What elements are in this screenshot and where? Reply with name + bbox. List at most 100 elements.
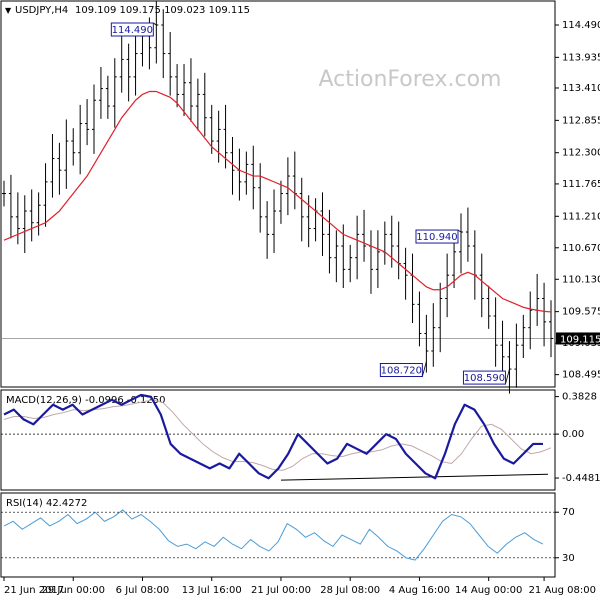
price-tick-label: 111.210: [562, 211, 600, 222]
price-tick-label: 113.935: [562, 52, 600, 63]
price-bar: [50, 134, 55, 198]
price-bar: [465, 207, 470, 262]
price-bar: [479, 253, 484, 318]
price-bar: [98, 66, 103, 119]
price-bar: [195, 78, 200, 131]
macd-tick-label: 0.3828: [562, 392, 597, 403]
price-bar: [133, 31, 138, 96]
macd-line: [3, 393, 543, 480]
current-price-label: 109.115: [560, 334, 600, 345]
price-bar: [431, 303, 436, 367]
rsi-line: [3, 509, 544, 561]
price-tick-label: 114.490: [562, 20, 600, 31]
price-bar: [299, 177, 304, 242]
price-annotation: 110.940: [415, 229, 462, 244]
price-bar: [258, 163, 263, 233]
price-bar: [265, 201, 270, 259]
x-tick-label: 28 Jul 08:00: [320, 585, 380, 596]
price-tick-label: 108.495: [562, 370, 600, 381]
price-bar: [514, 323, 519, 388]
price-bar: [71, 128, 76, 166]
price-bar: [285, 157, 290, 216]
price-bar: [8, 174, 13, 239]
price-bar: [341, 224, 346, 289]
price-panel: 114.490 110.940 108.720 108.590: [1, 0, 555, 394]
price-bar: [209, 104, 214, 154]
price-bar: [105, 75, 110, 119]
price-tick-label: 109.575: [562, 307, 600, 318]
macd-trendline: [280, 473, 549, 481]
rsi-panel: RSI(14) 42.4272 70 30: [1, 498, 575, 564]
price-bar: [272, 189, 277, 254]
price-bar: [306, 195, 311, 248]
price-bar: [57, 142, 62, 195]
price-bar: [403, 247, 408, 300]
price-bar: [445, 253, 450, 318]
price-annotation: 108.720: [379, 361, 427, 378]
price-bar: [188, 58, 193, 122]
macd-tick-label: 0.00: [562, 429, 584, 440]
price-bar: [320, 192, 325, 256]
current-price-box: [556, 332, 600, 345]
price-bar: [78, 104, 83, 175]
price-bar: [119, 34, 124, 93]
price-tick-label: 113.410: [562, 83, 600, 94]
x-tick-label: 13 Jul 16:00: [182, 585, 242, 596]
price-bar: [154, 0, 159, 64]
x-tick-label: 21 Jul 00:00: [251, 585, 311, 596]
price-bar: [92, 84, 97, 154]
header-ohlc: 109.109 109.175 109.023 109.115: [75, 5, 250, 16]
svg-text:110.940: 110.940: [416, 232, 457, 243]
price-bar: [549, 300, 553, 358]
price-annotation: 108.590: [462, 368, 510, 385]
price-axis: 114.490 113.935 113.410 112.855 112.300 111.7…: [555, 20, 600, 381]
price-bar: [64, 119, 69, 189]
price-bar: [251, 145, 256, 210]
watermark: ActionForex.com: [319, 67, 502, 92]
price-bar: [2, 180, 6, 207]
price-bar: [542, 282, 547, 347]
x-tick-label: 21 Jun 2017: [4, 585, 64, 596]
price-bar: [528, 291, 533, 350]
price-bar: [486, 285, 491, 329]
price-bar: [112, 58, 117, 128]
price-bar: [389, 215, 394, 268]
price-bar: [85, 99, 90, 146]
rsi-tick-label: 30: [562, 553, 575, 564]
price-bar: [43, 163, 48, 227]
x-tick-label: 6 Jul 08:00: [116, 585, 170, 596]
price-bar: [334, 230, 339, 283]
svg-text:114.490: 114.490: [112, 25, 153, 36]
price-bar: [355, 215, 360, 280]
x-tick-label: 14 Aug 00:00: [455, 585, 522, 596]
price-bar: [507, 341, 512, 394]
price-bar: [168, 31, 173, 96]
chart-frame: [0, 0, 556, 578]
x-tick-label: 29 Jun 00:00: [41, 585, 105, 596]
x-tick-label: 4 Aug 16:00: [389, 585, 450, 596]
rsi-tick-label: 70: [562, 507, 575, 518]
price-bar: [348, 244, 353, 283]
price-annotation: 114.490: [110, 22, 157, 37]
macd-panel: MACD(12,26,9) -0.0996 -0.1250 0.3828 0.00 -…: [1, 392, 600, 484]
macd-tick-label: -0.4481: [562, 473, 600, 484]
svg-text:108.720: 108.720: [381, 366, 422, 377]
price-bar: [278, 180, 283, 224]
price-bar: [202, 72, 207, 137]
header-symbol: USDJPY,H4: [15, 5, 68, 16]
price-tick-label: 112.300: [562, 148, 600, 159]
price-bar: [126, 43, 131, 102]
price-tick-label: 111.765: [562, 179, 600, 190]
price-bar: [438, 282, 443, 353]
price-bar: [22, 195, 27, 254]
price-bar: [15, 192, 20, 245]
price-bar: [175, 64, 180, 108]
price-bar: [452, 239, 457, 289]
price-bar: [327, 209, 332, 274]
price-bar: [500, 320, 505, 373]
symbol-arrow-icon: ▼: [5, 6, 12, 15]
rsi-title: RSI(14) 42.4272: [6, 498, 87, 509]
price-bar: [36, 192, 41, 236]
price-bar: [182, 64, 187, 116]
